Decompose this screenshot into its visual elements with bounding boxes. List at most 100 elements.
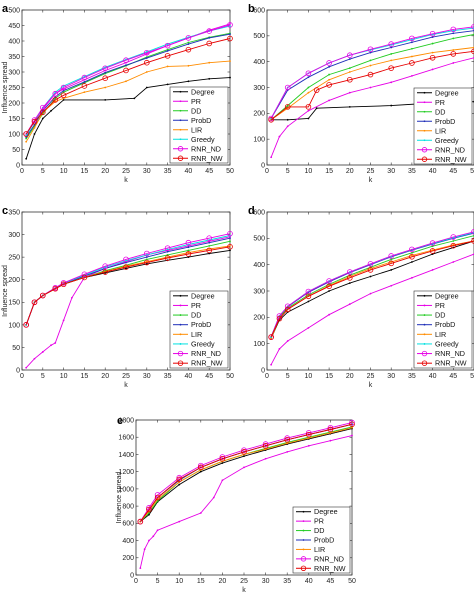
data-point [164,53,171,59]
data-point [33,133,36,135]
y-tick-label: 150 [8,300,20,307]
data-point [286,125,289,128]
data-point [409,253,415,260]
legend-marker [423,120,426,123]
data-point [390,104,393,107]
data-point [411,261,413,263]
x-tick-label: 20 [101,168,109,175]
data-point [219,455,226,462]
data-point [268,116,274,123]
legend-marker [179,138,182,141]
series-probd [270,29,474,120]
x-tick-label: 50 [470,168,474,175]
x-tick-label: 40 [185,373,193,380]
data-point [284,104,291,110]
x-axis-label: k [242,587,246,593]
data-point [388,253,395,259]
data-point [348,282,351,284]
data-point [137,518,144,525]
data-point [125,80,127,83]
x-tick-label: 50 [226,373,234,380]
series-rnr-nw [23,243,233,328]
data-point [227,230,233,237]
data-point [23,322,29,328]
legend-label: PR [314,517,324,526]
legend-marker [177,146,184,152]
data-point [54,342,57,344]
legend-label: LIR [435,330,446,339]
legend-marker [302,548,305,551]
data-point [452,37,455,40]
legend-box [413,290,473,369]
y-tick-label: 500 [253,236,265,243]
x-tick-label: 35 [164,373,172,380]
data-point [229,237,231,240]
data-point [367,261,374,267]
data-point [329,432,332,434]
data-point [411,38,413,41]
y-tick-label: 0 [130,572,134,579]
data-point [187,41,190,44]
data-point [262,443,269,449]
y-tick-label: 1600 [118,435,134,442]
data-point [33,126,36,129]
y-tick-label: 0 [261,162,265,169]
y-tick-label: 400 [122,538,134,545]
legend-label: PR [191,301,201,310]
series-line [25,77,231,159]
data-point [286,104,289,107]
data-point [229,33,231,36]
series-line [25,24,231,135]
data-point [431,42,434,45]
legend-marker [179,323,182,326]
legend-label: RNR_NW [435,155,467,164]
data-point [390,81,393,84]
legend-label: ProbD [191,320,211,329]
y-tick-label: 450 [8,23,20,30]
data-point [145,57,148,59]
data-point [390,53,393,55]
x-tick-label: 30 [143,168,151,175]
legend-marker [177,350,184,357]
data-point [429,248,436,254]
y-tick-label: 400 [8,38,20,45]
series-line [139,427,353,522]
legend-label: Degree [191,291,215,300]
data-point [286,442,289,445]
data-point [307,326,310,329]
data-point [284,437,291,443]
data-point [229,25,231,28]
data-point [411,47,413,50]
x-tick-label: 0 [265,373,269,380]
data-point [25,140,28,143]
legend-marker [423,294,426,297]
y-tick-label: 300 [8,232,20,239]
x-tick-label: 40 [429,373,437,380]
data-point [212,496,215,499]
data-point [25,366,28,369]
data-point [166,50,169,52]
data-point [199,512,202,514]
data-point [241,447,247,453]
y-tick-label: 0 [261,367,265,374]
legend-label: PR [191,97,201,106]
legend-label: RNR_ND [314,554,344,563]
y-axis-label: Influence spread [116,472,123,524]
legend-marker [421,350,428,357]
x-tick-label: 20 [346,373,354,380]
data-point [104,86,107,89]
x-tick-label: 0 [265,168,269,175]
data-point [471,228,474,235]
y-tick-label: 400 [253,59,265,66]
x-tick-label: 25 [367,373,375,380]
legend-label: RNR_NW [191,154,223,163]
data-point [305,104,312,110]
y-tick-label: 500 [8,7,20,14]
legend-marker [423,91,426,94]
data-point [166,65,169,68]
y-tick-label: 400 [253,262,265,269]
x-tick-label: 10 [305,373,313,380]
